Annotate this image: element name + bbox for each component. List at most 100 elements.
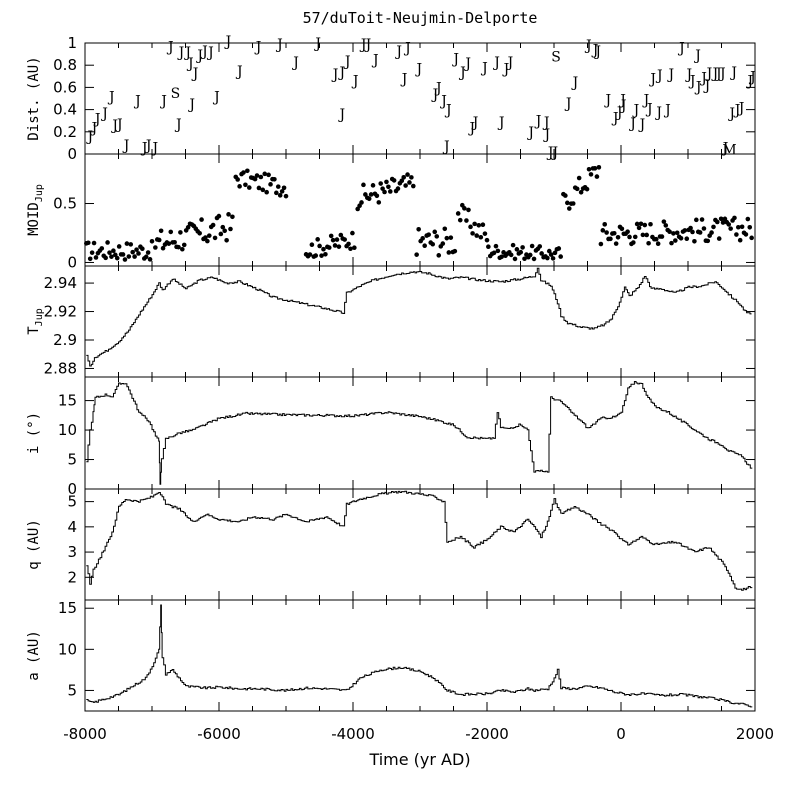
x-tick-label: -2000 [465, 725, 509, 743]
moid-point [172, 240, 177, 245]
dist-marker: J [628, 116, 636, 132]
moid-point [176, 244, 181, 250]
moid-point [216, 213, 222, 219]
moid-point [147, 257, 153, 262]
y-axis-label: a (AU) [26, 630, 42, 681]
moid-point [522, 256, 527, 262]
moid-point [711, 224, 716, 230]
dist-marker: J [502, 62, 510, 78]
dist-marker: J [542, 127, 550, 143]
moid-point [260, 187, 266, 193]
dist-marker: J [705, 66, 713, 82]
moid-point [277, 193, 283, 198]
y-tick-label: 15 [58, 599, 77, 617]
moid-point [181, 242, 187, 248]
moid-point [128, 242, 134, 247]
moid-point [348, 246, 353, 252]
moid-point [608, 236, 613, 242]
moid-point [653, 236, 659, 242]
series-line [86, 381, 753, 485]
dist-marker: J [542, 115, 550, 131]
moid-point [197, 231, 202, 236]
moid-point [352, 245, 357, 250]
moid-point [747, 224, 753, 230]
dist-marker: J [727, 106, 735, 122]
moid-point [625, 229, 630, 235]
panel-a: 5 10 15 a (AU) [26, 599, 756, 712]
moid-point [470, 231, 475, 236]
y-axis-label-text: i (°) [26, 412, 42, 454]
moid-point [598, 241, 604, 247]
y-tick-label: 2 [67, 568, 77, 586]
moid-point [455, 211, 461, 216]
moid-point [281, 185, 287, 191]
y-tick-label: 0 [67, 253, 77, 271]
dist-marker: J [254, 39, 262, 55]
dist-marker: J [663, 103, 671, 119]
moid-point [552, 250, 558, 256]
moid-point [130, 249, 135, 255]
dist-marker: J [733, 103, 741, 119]
moid-point [434, 234, 440, 239]
y-tick-label: 0.6 [53, 78, 77, 96]
moid-point [556, 246, 562, 251]
moid-point [640, 232, 646, 238]
moid-point [596, 165, 602, 170]
dist-marker: J [593, 44, 601, 60]
dist-marker: J [546, 145, 554, 161]
y-tick-label: 10 [58, 421, 77, 439]
dist-marker: J [526, 125, 534, 141]
moid-point [602, 222, 608, 227]
moid-point [529, 243, 535, 249]
moid-point [307, 252, 313, 257]
dist-marker: J [364, 37, 372, 53]
moid-point [387, 189, 393, 194]
dist-marker: J [471, 115, 479, 131]
moid-point [105, 240, 110, 245]
moid-point [268, 182, 273, 187]
dist-marker: J [206, 45, 214, 61]
moid-point [407, 180, 412, 185]
moid-point [226, 212, 231, 217]
dist-marker: J [506, 55, 514, 71]
moid-point [574, 186, 580, 192]
y-axis-label-subscript: Jup [34, 308, 45, 326]
moid-point [262, 171, 268, 177]
series-line [86, 490, 753, 591]
dist-marker: J [144, 138, 152, 154]
moid-point [648, 221, 653, 227]
x-axis-label: Time (yr AD) [369, 750, 471, 769]
moid-point [701, 226, 707, 231]
moid-point [663, 223, 669, 228]
moid-point [103, 255, 108, 261]
dist-marker: J [666, 67, 674, 83]
moid-point [368, 192, 374, 197]
dist-marker: J [100, 106, 108, 122]
moid-point [93, 255, 99, 260]
moid-point [631, 240, 636, 245]
moid-point [336, 244, 342, 249]
moid-point [361, 182, 366, 188]
dist-marker: J [187, 97, 195, 113]
dist-marker: J [133, 94, 141, 110]
dist-marker: J [714, 66, 722, 82]
moid-point [749, 235, 754, 241]
moid-point [474, 233, 480, 238]
moid-point [592, 166, 598, 171]
moid-point [659, 234, 665, 239]
moid-point [472, 221, 477, 227]
moid-point [228, 226, 233, 232]
dist-marker: J [685, 67, 693, 83]
dist-marker: J [415, 62, 423, 78]
dist-marker: J [745, 74, 753, 90]
moid-point [743, 232, 749, 237]
dist-marker: J [729, 65, 737, 81]
y-tick-label: 0.8 [53, 56, 77, 74]
moid-point [258, 174, 264, 180]
moid-point [718, 216, 724, 222]
moid-point [636, 225, 642, 231]
dist-marker: J [359, 37, 367, 53]
moid-point [399, 178, 405, 184]
dist-marker: J [174, 117, 182, 133]
moid-point [570, 201, 576, 206]
